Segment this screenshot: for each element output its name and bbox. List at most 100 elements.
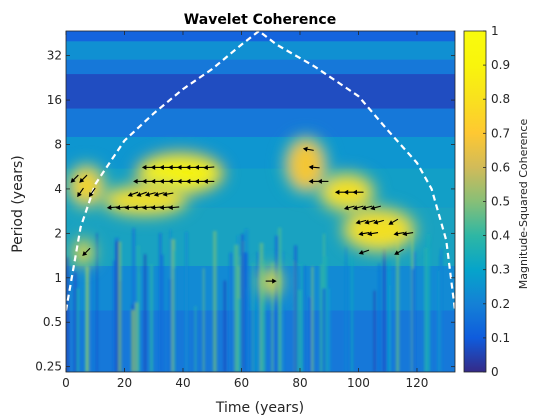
phase-arrow [106, 205, 118, 211]
plot-frame [65, 30, 456, 373]
texture-stripe [373, 290, 376, 372]
texture-stripe [382, 248, 386, 372]
phase-arrow [150, 205, 162, 211]
colorbar-tick-label: 0.3 [491, 263, 510, 277]
high-coherence-regions [66, 132, 420, 301]
x-tick-label: 60 [234, 376, 249, 390]
y-tick-label: 2 [54, 226, 62, 240]
coherence-band [66, 41, 455, 60]
texture-stripe [132, 227, 136, 372]
phase-arrow [343, 205, 355, 211]
texture-stripe [387, 240, 391, 372]
texture-stripe [271, 262, 274, 372]
chart-title: Wavelet Coherence [184, 12, 336, 28]
phase-arrow [352, 189, 364, 195]
phase-arrow [308, 164, 320, 170]
texture-stripe [411, 268, 414, 372]
coherence-region [346, 211, 412, 248]
y-tick-label: 32 [47, 49, 62, 63]
texture-stripe [322, 288, 326, 372]
texture-stripe [90, 267, 94, 372]
texture-stripe [311, 266, 314, 372]
phase-arrow [159, 205, 171, 211]
phase-arrow [88, 187, 96, 198]
texture-stripe [241, 233, 244, 372]
phase-arrow [168, 205, 180, 211]
phase-arrow [364, 219, 376, 225]
phase-arrow [77, 187, 84, 198]
y-axis-ticks: 0.25 0.5 1 2 4 8 16 32 [35, 49, 455, 374]
texture-stripe [440, 248, 443, 372]
phase-arrow [133, 205, 145, 211]
phase-arrow [203, 165, 215, 171]
texture-stripe [171, 239, 176, 372]
texture-stripe [85, 268, 89, 372]
colorbar [463, 30, 487, 373]
texture-stripe [73, 271, 77, 372]
colorbar-label: Magnitude-Squared Coherence [517, 119, 530, 290]
coherence-band [66, 31, 455, 42]
texture-stripe [223, 280, 227, 372]
texture-stripe [396, 240, 400, 372]
phase-arrow [115, 205, 127, 211]
texture-stripe [134, 302, 139, 372]
phase-arrow [352, 205, 364, 211]
texture-stripe [149, 264, 154, 372]
x-axis-label: Time (years) [215, 400, 304, 416]
colorbar-tick-label: 0.7 [491, 126, 510, 140]
x-axis-ticks: 0 20 40 60 80 100 120 [62, 31, 428, 390]
y-axis-label: Period (years) [10, 155, 26, 253]
phase-arrow [203, 178, 215, 184]
phase-arrow [393, 231, 405, 237]
y-tick-label: 4 [54, 182, 62, 196]
x-tick-label: 0 [62, 376, 70, 390]
texture-stripe [303, 265, 306, 372]
texture-stripe [378, 263, 380, 372]
texture-stripe [297, 289, 302, 372]
phase-arrow [127, 191, 139, 197]
cone-of-influence [66, 31, 455, 311]
texture-stripe [251, 262, 254, 372]
phase-arrow [70, 174, 79, 183]
phase-arrow [317, 178, 329, 184]
texture-stripe [75, 288, 80, 372]
colorbar-tick-label: 0.4 [491, 229, 510, 243]
x-tick-label: 20 [117, 376, 132, 390]
phase-arrow [302, 146, 314, 152]
coherence-texture [66, 227, 443, 372]
texture-stripe [246, 288, 249, 372]
texture-stripe [308, 297, 312, 372]
colorbar-tick-label: 0 [491, 365, 499, 379]
phase-arrow [162, 191, 174, 197]
texture-stripe [282, 251, 285, 372]
texture-stripe [160, 254, 164, 372]
coherence-band [66, 59, 455, 75]
phase-arrow [394, 248, 405, 255]
phase-arrow [82, 247, 91, 257]
y-tick-label: 0.5 [43, 315, 62, 329]
x-tick-label: 40 [175, 376, 190, 390]
colorbar-tick-label: 1 [491, 24, 499, 38]
phase-arrow [136, 191, 147, 197]
texture-stripe [426, 234, 431, 372]
coherence-region [288, 140, 324, 189]
texture-stripe [300, 263, 305, 372]
y-tick-label: 8 [54, 138, 62, 152]
texture-stripe [256, 251, 259, 372]
texture-stripe [96, 233, 98, 372]
colorbar-tick-label: 0.8 [491, 92, 510, 106]
phase-arrow [153, 191, 165, 197]
texture-stripe [294, 245, 298, 372]
texture-stripe [229, 252, 233, 372]
texture-stripe [131, 310, 136, 372]
coherence-band [66, 136, 455, 169]
phase-arrow [194, 164, 206, 170]
colorbar-tick-label: 0.6 [491, 160, 510, 174]
phase-arrow [402, 231, 414, 237]
texture-stripe [423, 248, 428, 372]
texture-stripe [71, 278, 74, 372]
y-tick-label: 16 [47, 93, 62, 107]
texture-stripe [344, 246, 348, 372]
texture-stripe [243, 252, 248, 372]
